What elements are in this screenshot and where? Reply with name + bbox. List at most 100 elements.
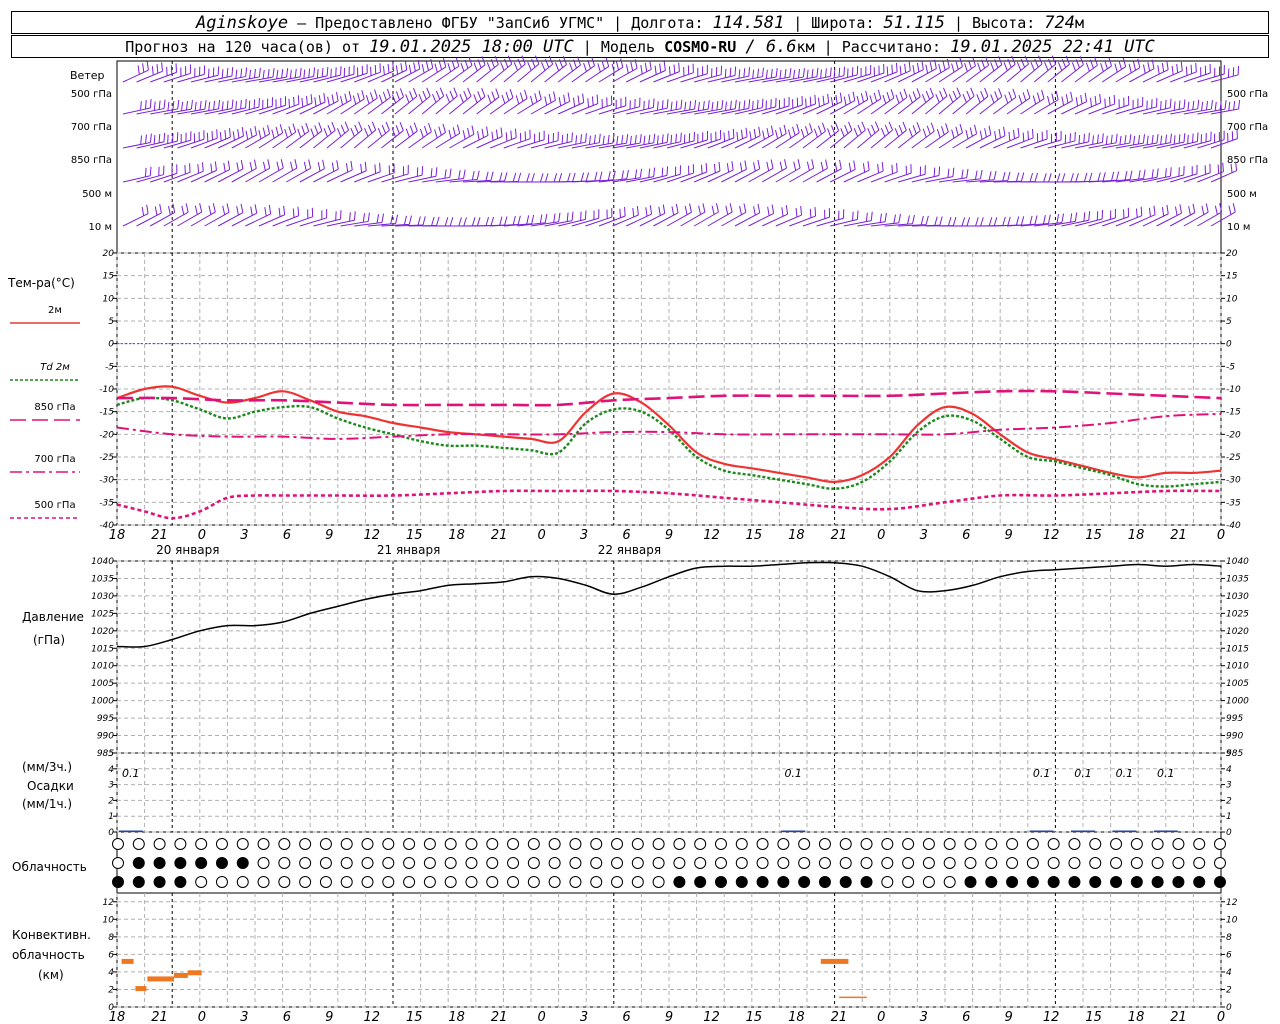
wind-barb-flag <box>839 159 842 169</box>
wind-barb-flag <box>1029 172 1034 182</box>
wind-barb-flag <box>408 215 412 225</box>
wind-barb-shaft <box>721 211 747 227</box>
wind-barb <box>897 88 921 115</box>
wind-barb-shaft <box>938 132 963 149</box>
wind-barb-flag <box>235 69 238 79</box>
time-label-bottom: 9 <box>1005 1010 1013 1024</box>
temp-tick-label-left: 0 <box>108 340 114 350</box>
wind-barb <box>884 61 911 83</box>
wind-barb <box>612 59 638 83</box>
wind-barb <box>965 87 989 115</box>
wind-barb-flag <box>231 66 234 77</box>
wind-barb-shaft <box>653 212 679 227</box>
wind-barb-flag <box>340 96 344 106</box>
wind-barb <box>626 133 656 149</box>
wind-barb-flag <box>1166 60 1169 70</box>
wind-barb-flag <box>379 63 381 73</box>
wind-barb-flag <box>675 133 677 143</box>
wind-barb-flag <box>364 127 369 137</box>
conv-tick-label-right: 6 <box>1226 950 1232 960</box>
wind-barb-flag <box>1078 134 1081 145</box>
wind-barb-flag <box>1100 62 1104 72</box>
wind-barb <box>1210 161 1238 183</box>
wind-barb <box>680 162 708 183</box>
conv-tick-label-left: 2 <box>108 985 114 995</box>
wind-level-label-left-3: 500 м <box>82 189 112 200</box>
wind-barb-flag <box>748 99 751 109</box>
wind-level-label-right-3: 500 м <box>1227 189 1257 200</box>
wind-barb-flag <box>463 90 468 100</box>
wind-barb-flag <box>268 204 272 214</box>
wind-barb-flag <box>249 128 253 138</box>
wind-barb-shaft <box>122 107 151 115</box>
wind-barb-flag <box>292 208 295 218</box>
wind-barb-flag <box>399 88 404 98</box>
wind-barb-flag <box>670 101 673 111</box>
wind-barb-flag <box>1034 215 1038 225</box>
temp-tick-label-left: -15 <box>99 408 114 418</box>
press-tick-label-right: 1040 <box>1226 557 1249 567</box>
wind-barb-flag <box>891 64 893 74</box>
wind-barb-flag <box>848 121 853 131</box>
cloud-symbol <box>839 838 852 850</box>
wind-barb-flag <box>862 163 866 173</box>
wind-barb-flag <box>825 68 827 78</box>
time-label-bottom: 0 <box>1217 1010 1225 1024</box>
wind-barb <box>911 166 941 183</box>
wind-barb <box>1101 57 1127 83</box>
wind-barb-flag <box>1195 62 1197 72</box>
wind-barb-flag <box>946 58 950 68</box>
wind-barb-shaft <box>1210 170 1237 183</box>
wind-barb-flag <box>804 126 809 135</box>
wind-barb-flag <box>779 161 783 171</box>
wind-barb-flag <box>587 98 590 108</box>
cloud-symbol <box>964 857 977 869</box>
wind-barb-flag <box>895 62 898 72</box>
wind-barb-flag <box>1065 94 1069 104</box>
wind-barb-flag <box>395 65 399 75</box>
wind-barb-flag <box>1008 91 1013 101</box>
wind-barb-flag <box>988 217 993 227</box>
wind-barb <box>163 203 189 227</box>
wind-barb-flag <box>1003 126 1006 136</box>
wind-barb-flag <box>1041 89 1045 99</box>
wind-barb-flag <box>430 59 434 69</box>
wind-barb-flag <box>839 92 843 102</box>
wind-barb-flag <box>159 203 162 214</box>
wind-barb-flag <box>697 101 700 111</box>
wind-barb-flag <box>861 121 866 131</box>
wind-barb-shaft <box>1115 67 1141 83</box>
wind-barb-shaft <box>775 167 801 183</box>
temp-tick-label-left: -30 <box>99 476 114 486</box>
wind-barb-shaft <box>530 63 553 83</box>
wind-barb <box>666 203 692 227</box>
wind-barb-flag <box>163 99 166 109</box>
wind-barb-flag <box>1074 212 1078 222</box>
cloud-symbol <box>112 857 124 869</box>
wind-barb-flag <box>792 126 796 136</box>
press-tick-label-right: 1005 <box>1226 679 1249 689</box>
wind-barb-flag <box>616 135 619 145</box>
wind-barb-flag <box>1061 96 1065 106</box>
cloud-title: Облачность <box>12 860 87 874</box>
wind-barb-flag <box>1034 58 1039 68</box>
wind-barb-flag <box>412 87 418 97</box>
conv-segment-5 <box>820 958 849 964</box>
wind-barb-shaft <box>1020 98 1045 115</box>
wind-barb-flag <box>297 206 300 216</box>
wind-barb-flag <box>558 173 563 183</box>
wind-barb-shaft <box>1061 101 1087 115</box>
wind-barb-shaft <box>612 214 639 227</box>
wind-barb-flag <box>254 204 258 214</box>
wind-barb-flag <box>1169 167 1172 177</box>
wind-barb <box>1074 133 1104 149</box>
wind-barb-shaft <box>1197 171 1224 183</box>
cloud-symbol <box>132 857 145 869</box>
wind-barb-flag <box>624 206 626 217</box>
cloud-symbol <box>1130 838 1143 850</box>
precip-bar-2 <box>1029 830 1054 832</box>
wind-barb-flag <box>648 99 650 109</box>
wind-barb-shaft <box>625 213 652 227</box>
wind-barb-flag <box>658 206 661 216</box>
wind-barb-flag <box>294 68 297 78</box>
